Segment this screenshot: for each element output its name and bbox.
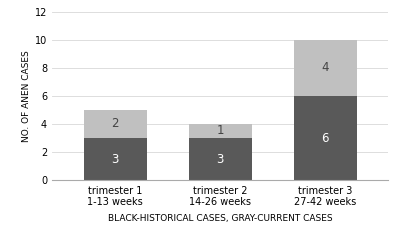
Bar — [84, 138, 146, 180]
Bar — [84, 110, 146, 138]
Text: 6: 6 — [321, 131, 329, 145]
Text: 1: 1 — [216, 125, 224, 137]
Bar — [294, 96, 356, 180]
Bar — [188, 124, 252, 138]
Text: 4: 4 — [321, 61, 329, 74]
Bar — [294, 40, 356, 96]
X-axis label: BLACK-HISTORICAL CASES, GRAY-CURRENT CASES: BLACK-HISTORICAL CASES, GRAY-CURRENT CAS… — [108, 214, 332, 223]
Y-axis label: NO. OF ANEN CASES: NO. OF ANEN CASES — [22, 50, 30, 142]
Text: 3: 3 — [216, 153, 224, 166]
Text: 2: 2 — [111, 118, 119, 131]
Bar — [188, 138, 252, 180]
Text: 3: 3 — [111, 153, 119, 166]
